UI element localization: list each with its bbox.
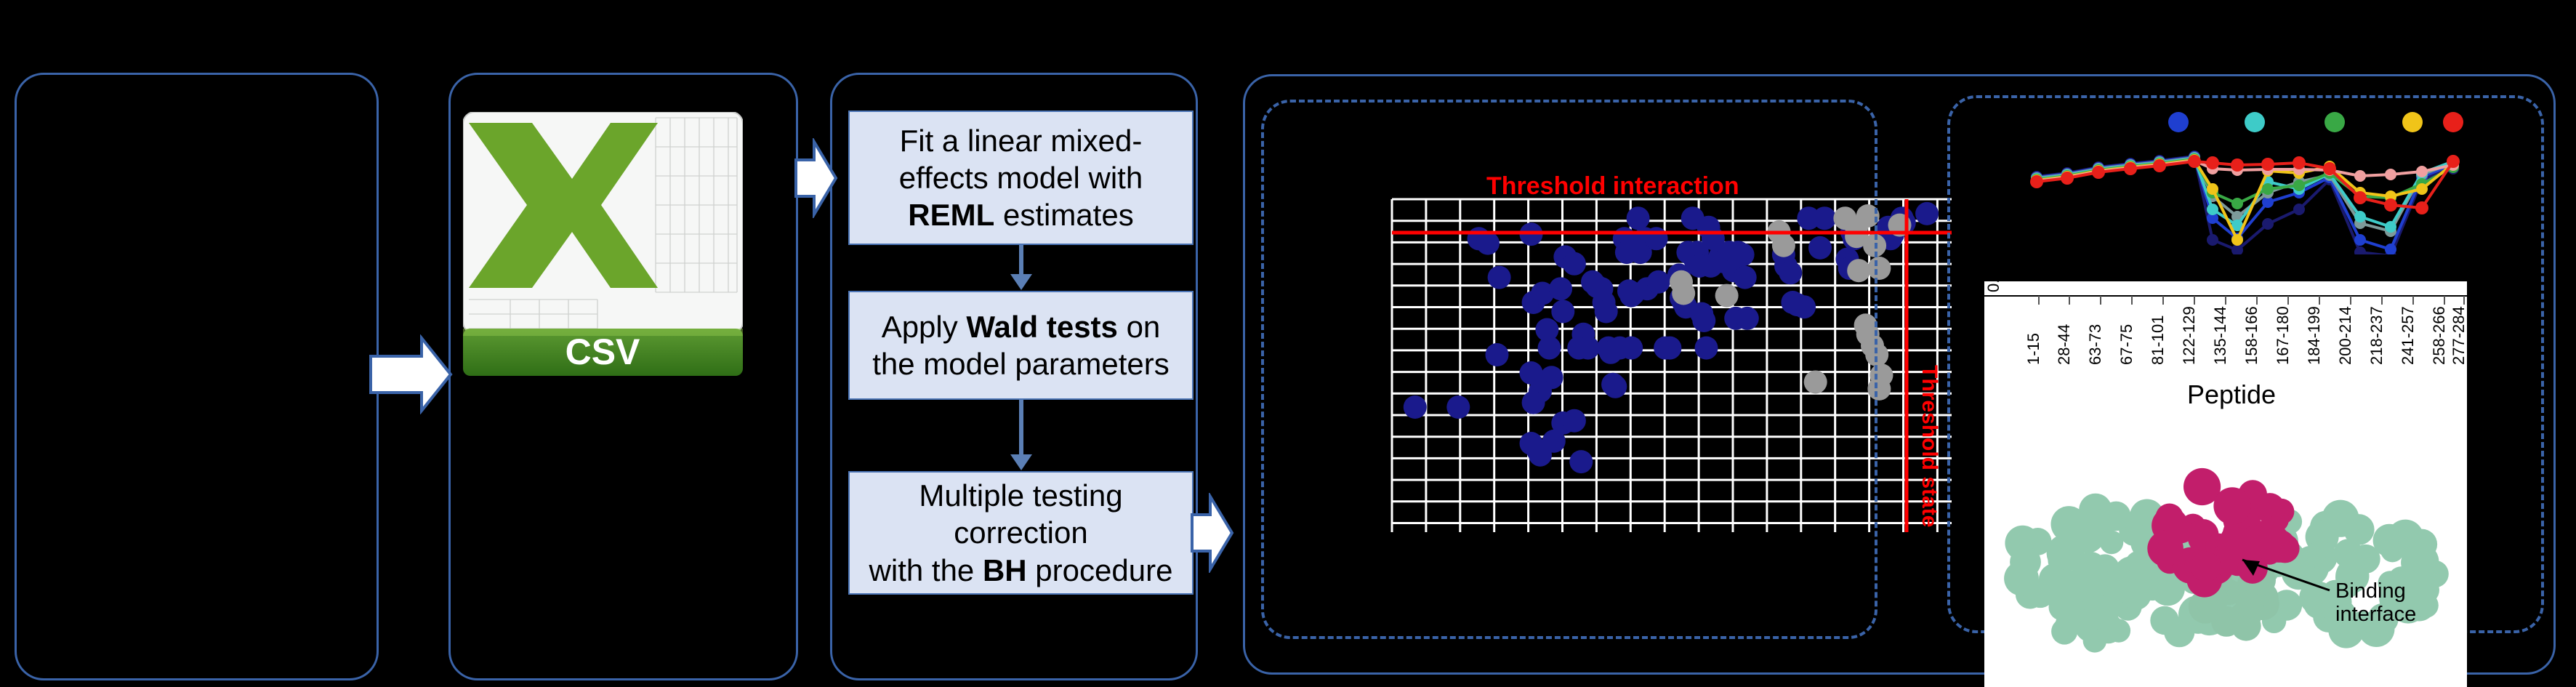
svg-text:200-214: 200-214: [2336, 306, 2354, 365]
svg-text:122-129: 122-129: [2180, 306, 2198, 365]
svg-text:63-73: 63-73: [2086, 324, 2104, 365]
svg-text:158-166: 158-166: [2242, 306, 2261, 365]
svg-text:277-284: 277-284: [2450, 306, 2468, 365]
svg-text:Threshold state: Threshold state: [1917, 365, 1941, 527]
svg-text:CSV: CSV: [565, 332, 640, 372]
svg-text:Binding: Binding: [2335, 579, 2406, 603]
svg-text:258-266: 258-266: [2430, 306, 2448, 365]
svg-text:218-237: 218-237: [2367, 306, 2386, 365]
svg-text:0.0: 0.0: [1984, 281, 2003, 292]
svg-text:81-101: 81-101: [2149, 315, 2167, 365]
svg-text:241-257: 241-257: [2399, 306, 2417, 365]
svg-text:167-180: 167-180: [2274, 306, 2292, 365]
svg-text:28-44: 28-44: [2055, 324, 2073, 365]
svg-text:interface: interface: [2335, 603, 2416, 626]
svg-text:135-144: 135-144: [2211, 306, 2229, 365]
svg-text:184-199: 184-199: [2305, 306, 2323, 365]
svg-text:67-75: 67-75: [2117, 324, 2136, 365]
svg-text:1-15: 1-15: [2024, 333, 2042, 365]
